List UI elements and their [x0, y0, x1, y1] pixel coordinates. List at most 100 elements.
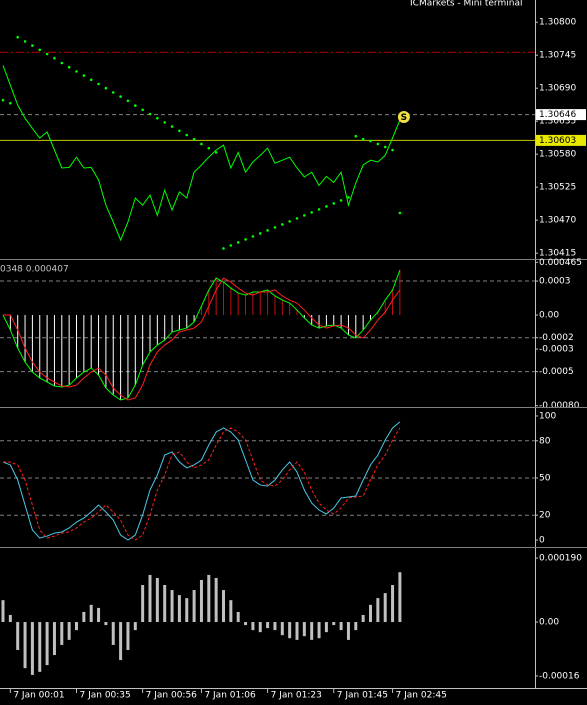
y-tick-label: 1.30525	[539, 183, 576, 193]
y-tick-label: -0.00080	[539, 401, 580, 411]
sar-dot	[222, 247, 225, 250]
sar-dot	[236, 241, 240, 244]
y-tick-label: 20	[539, 511, 551, 521]
sar-dot	[361, 137, 365, 141]
x-tick-label: 7 Jan 00:56	[146, 691, 198, 701]
sar-dot	[251, 235, 255, 238]
sar-dot	[383, 145, 387, 149]
signal-marker	[397, 111, 410, 123]
price-label-box	[536, 109, 586, 121]
sar-dot	[303, 214, 306, 217]
y-tick-label: 0.000190	[539, 554, 582, 564]
sar-dot	[60, 61, 64, 65]
sar-dot	[148, 112, 152, 116]
window-title: ICMarkets - Mini terminal	[410, 0, 522, 9]
series-line	[2, 421, 401, 541]
sar-dot	[156, 116, 159, 120]
sar-dot	[398, 211, 402, 215]
y-tick-label: 0.00	[539, 311, 559, 321]
series-line	[2, 65, 401, 242]
sar-dot	[281, 223, 284, 226]
price-label-box	[536, 134, 586, 146]
y-tick-label: 100	[539, 411, 556, 421]
sar-dot	[126, 99, 130, 103]
sar-dot	[9, 101, 12, 105]
price-label: 1.30646	[539, 110, 576, 120]
sar-dot	[141, 108, 144, 112]
x-tick-label: 7 Jan 01:45	[337, 691, 388, 701]
sar-dot	[1, 98, 5, 102]
y-tick-label: 1.30800	[539, 18, 576, 28]
sar-dot	[325, 205, 328, 208]
sar-dot	[163, 121, 166, 124]
sar-dot	[310, 211, 314, 214]
sar-dot	[111, 91, 115, 94]
y-tick-label: -0.0003	[539, 345, 574, 355]
y-tick-label: 1.30415	[539, 249, 576, 259]
sar-dot	[354, 134, 358, 138]
y-tick-label: 1.30635	[539, 117, 576, 127]
y-tick-label: 0.00	[539, 618, 559, 628]
y-tick-label: 1.30690	[539, 84, 576, 94]
sar-dot	[16, 35, 20, 39]
sar-dot	[369, 139, 372, 143]
sar-dot	[38, 48, 42, 52]
y-tick-label: 50	[539, 473, 551, 483]
y-tick-label: 1.30580	[539, 150, 576, 160]
indicator-line	[2, 269, 401, 401]
sar-dot	[244, 238, 247, 241]
sar-dot	[23, 40, 27, 43]
sar-dot	[53, 56, 56, 60]
sar-dot	[192, 137, 196, 141]
x-tick-label: 7 Jan 01:06	[204, 691, 256, 701]
sar-dot	[45, 52, 49, 56]
sar-dot	[67, 65, 71, 69]
price-label: 1.30603	[539, 136, 576, 146]
sar-dot	[104, 86, 108, 90]
sar-dot	[391, 148, 394, 152]
sar-dot	[229, 244, 233, 247]
x-tick-label: 7 Jan 01:23	[271, 691, 322, 701]
sar-dot	[332, 202, 336, 205]
sar-dot	[295, 217, 299, 220]
x-tick-label: 7 Jan 00:01	[13, 691, 64, 701]
sar-dot	[339, 199, 343, 202]
x-tick-label: 7 Jan 00:35	[80, 691, 131, 701]
sar-dot	[134, 104, 137, 107]
sar-dot	[119, 95, 122, 98]
y-tick-label: -0.0005	[539, 367, 574, 377]
sar-dot	[273, 226, 277, 229]
sar-dot	[75, 70, 78, 73]
sar-dot	[89, 78, 93, 82]
sar-dot	[178, 129, 181, 133]
sar-dot	[185, 133, 189, 137]
sar-dot	[207, 146, 211, 150]
sar-dot	[258, 232, 262, 235]
sar-dot	[266, 229, 269, 232]
sar-dot	[82, 74, 86, 77]
y-tick-label: 0.000465	[539, 258, 582, 268]
sar-dot	[31, 44, 34, 47]
sar-dot	[317, 208, 321, 211]
y-tick-label: 1.30470	[539, 216, 576, 226]
sar-dot	[288, 220, 291, 223]
series-line	[3, 277, 401, 401]
sar-dot	[376, 142, 380, 146]
sar-dot	[97, 82, 100, 86]
sar-dot	[200, 142, 203, 146]
signal-label: S	[401, 113, 407, 123]
y-tick-label: 0.0003	[539, 277, 571, 287]
indicator-values: 0348 0.000407	[0, 265, 69, 275]
sar-dot	[170, 125, 174, 128]
series-line	[3, 427, 401, 541]
sar-dot	[214, 151, 218, 154]
y-tick-label: 1.30745	[539, 51, 576, 61]
y-tick-label: 80	[539, 436, 551, 446]
y-tick-label: -0.00016	[539, 671, 580, 681]
y-tick-label: 0	[539, 536, 545, 546]
sar-dot	[347, 196, 350, 199]
y-tick-label: -0.0002	[539, 333, 574, 343]
x-tick-label: 7 Jan 02:45	[396, 691, 447, 701]
